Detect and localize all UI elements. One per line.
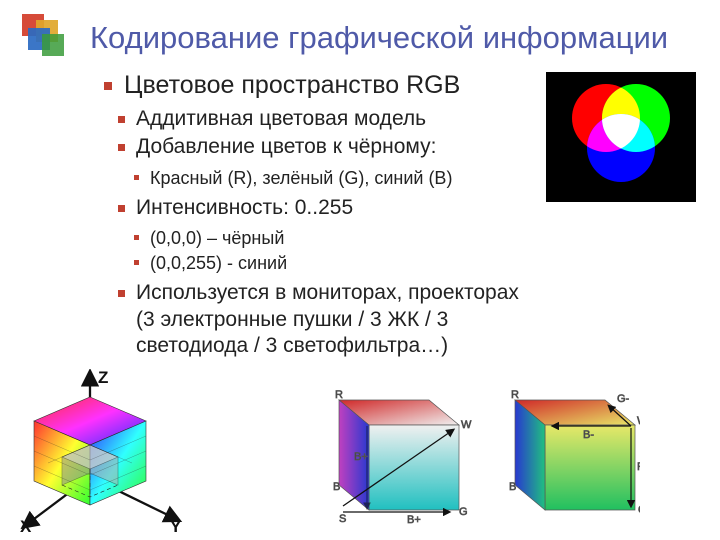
- rgb-venn-diagram: [546, 72, 696, 202]
- svg-text:R: R: [335, 389, 343, 401]
- axis-z-label: Z: [98, 369, 108, 387]
- rgb-color-cube: Z Y X: [18, 369, 188, 534]
- bullet-l3-2: (0,0,0) – чёрный: [100, 227, 540, 250]
- logo: [22, 14, 68, 54]
- svg-text:G-: G-: [617, 393, 630, 405]
- body-text: Цветовое пространство RGB Аддитивная цве…: [100, 70, 540, 365]
- svg-text:B-: B-: [583, 429, 594, 441]
- svg-text:W: W: [461, 419, 472, 431]
- svg-text:S: S: [339, 513, 346, 525]
- bullet-l3-3: (0,0,255) - синий: [100, 252, 540, 275]
- svg-text:R: R: [511, 389, 519, 401]
- svg-text:R-: R-: [637, 461, 640, 473]
- bullet-l2-3: Интенсивность: 0..255: [100, 195, 540, 221]
- bullet-l2-1: Аддитивная цветовая модель: [100, 106, 540, 132]
- svg-text:B+: B+: [354, 451, 368, 463]
- svg-text:G: G: [459, 506, 468, 518]
- axis-y-label: Y: [170, 517, 182, 534]
- svg-text:B+: B+: [407, 514, 421, 526]
- svg-text:B: B: [333, 481, 340, 493]
- slide: Кодирование графической информации Цвето…: [0, 0, 720, 540]
- slide-title: Кодирование графической информации: [90, 20, 668, 56]
- bullet-l2-2: Добавление цветов к чёрному:: [100, 134, 540, 160]
- svg-text:B: B: [509, 481, 516, 493]
- rgb-cube-pair: R W S G B+ B+ B R W G B G-: [275, 380, 640, 540]
- bullet-heading: Цветовое пространство RGB: [100, 70, 540, 100]
- svg-text:G: G: [638, 504, 640, 516]
- bullet-l3-1: Красный (R), зелёный (G), синий (B): [100, 167, 540, 190]
- svg-text:W: W: [637, 415, 640, 427]
- bullet-l2-4: Используется в мониторах, проекторах (3 …: [100, 280, 540, 359]
- axis-x-label: X: [20, 517, 32, 534]
